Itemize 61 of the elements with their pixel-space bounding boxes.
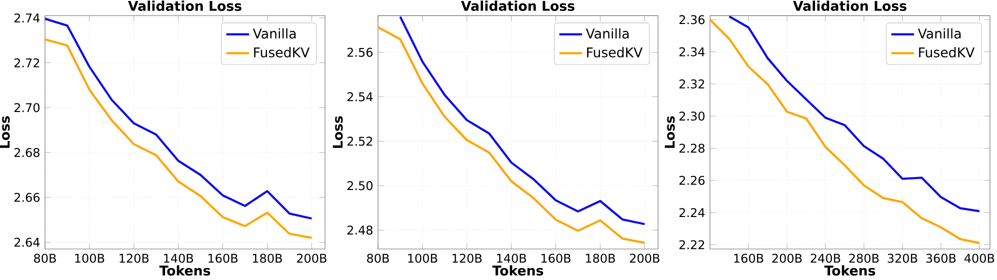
x-tick-label: 200B: [772, 254, 802, 263]
x-tick-label: 280B: [849, 254, 879, 263]
y-tick-label: 2.68: [14, 148, 40, 158]
line-series: [45, 38, 313, 239]
y-tick-label: 2.36: [679, 15, 705, 24]
chart-title: Validation Loss: [128, 0, 242, 11]
x-tick-label: 160B: [542, 254, 570, 263]
x-axis-title: Tokens: [159, 265, 210, 276]
x-tick-label: 400B: [964, 254, 994, 263]
y-tick-label: 2.32: [679, 79, 704, 88]
y-axis-title: Loss: [0, 116, 10, 148]
legend-label: Vanilla: [918, 28, 961, 39]
legend-label: FusedKV: [919, 47, 975, 58]
x-tick-label: 100B: [75, 254, 104, 263]
y-tick-label: 2.28: [679, 144, 704, 153]
y-tick-label: 2.24: [679, 208, 705, 217]
x-tick-label: 320B: [888, 254, 918, 263]
y-tick-label: 2.30: [679, 112, 704, 121]
x-tick-label: 160B: [734, 254, 764, 263]
legend-label: FusedKV: [254, 47, 310, 58]
x-tick-label: 140B: [497, 254, 526, 263]
y-tick-label: 2.74: [14, 13, 40, 22]
legend-label: Vanilla: [586, 28, 629, 39]
x-tick-label: 140B: [164, 254, 194, 263]
y-tick-label: 2.70: [14, 103, 40, 112]
y-axis-title: Loss: [332, 116, 343, 148]
y-tick-label: 2.26: [679, 176, 705, 185]
x-tick-label: 360B: [926, 254, 956, 263]
legend-label: FusedKV: [587, 47, 643, 58]
chart-title: Validation Loss: [461, 0, 574, 11]
x-tick-label: 80B: [34, 254, 56, 263]
y-tick-label: 2.56: [347, 48, 373, 57]
x-axis-title: Tokens: [824, 265, 876, 276]
y-tick-label: 2.72: [14, 58, 40, 68]
x-tick-label: 120B: [120, 254, 149, 263]
x-tick-label: 200B: [630, 254, 660, 263]
y-axis-title: Loss: [664, 116, 675, 148]
line-series: [45, 18, 313, 220]
legend-label: Vanilla: [252, 28, 296, 39]
y-tick-label: 2.48: [347, 226, 372, 235]
y-tick-label: 2.34: [679, 47, 705, 56]
line-series: [399, 16, 646, 226]
y-tick-label: 2.64: [14, 238, 40, 247]
y-tick-label: 2.50: [347, 181, 372, 190]
x-axis-title: Tokens: [492, 265, 544, 276]
y-tick-label: 2.54: [347, 92, 373, 102]
x-tick-label: 100B: [408, 254, 438, 263]
line-series: [710, 18, 980, 244]
y-tick-label: 2.52: [347, 136, 372, 146]
line-series: [378, 26, 646, 244]
x-tick-label: 200B: [296, 254, 326, 263]
x-tick-label: 180B: [252, 254, 282, 263]
x-tick-label: 120B: [452, 254, 482, 263]
x-tick-label: 240B: [810, 254, 840, 263]
line-series: [728, 16, 980, 212]
x-tick-label: 160B: [208, 254, 238, 263]
chart-title: Validation Loss: [793, 0, 906, 11]
x-tick-label: 180B: [586, 254, 615, 263]
y-tick-label: 2.66: [14, 192, 40, 202]
x-tick-label: 80B: [367, 254, 389, 263]
y-tick-label: 2.22: [679, 240, 704, 250]
